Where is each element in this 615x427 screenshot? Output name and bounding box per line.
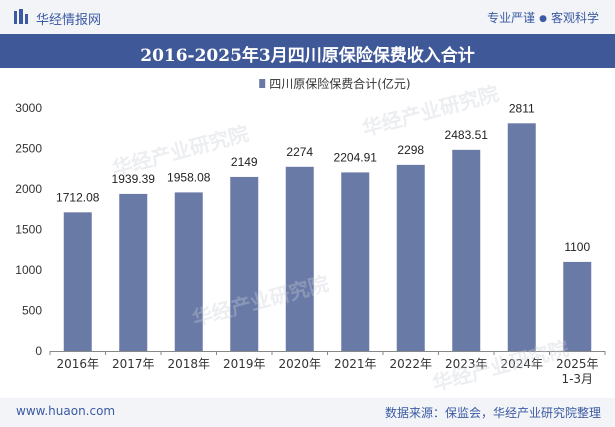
- bar: [174, 192, 203, 351]
- y-tick-label: 0: [35, 344, 42, 358]
- x-tick-label: 2022年: [389, 357, 432, 371]
- x-tick-label: 2018年: [167, 357, 210, 371]
- legend-label: 四川原保险保费合计(亿元): [269, 76, 410, 91]
- data-label: 2811: [509, 101, 535, 115]
- brand-logo-icon: [14, 9, 28, 24]
- bar: [563, 261, 592, 351]
- bar: [507, 123, 536, 352]
- tagline-left: 专业严谨: [487, 11, 536, 25]
- data-source: 数据来源：保监会，华经产业研究院整理: [384, 406, 601, 420]
- bar: [452, 149, 481, 351]
- bar: [341, 172, 370, 351]
- y-tick-label: 500: [22, 304, 42, 318]
- data-label: 2483.51: [445, 128, 489, 142]
- chart-title: 2016-2025年3月四川原保险保费收入合计: [140, 46, 475, 66]
- y-tick-label: 1000: [15, 263, 42, 277]
- y-tick-label: 2500: [15, 142, 42, 156]
- data-label: 1712.08: [56, 190, 100, 204]
- data-label: 1939.39: [112, 172, 156, 186]
- x-tick-label: 2019年: [223, 357, 266, 371]
- data-label: 2274: [286, 145, 313, 159]
- bullet-icon: ●: [539, 14, 547, 24]
- x-tick-label: 2025年: [556, 357, 599, 371]
- y-tick-label: 2000: [15, 182, 42, 196]
- top-header-bar: 华经情报网 专业严谨 ● 客观科学: [0, 0, 615, 34]
- data-label: 2298: [397, 143, 424, 157]
- y-tick-label: 1500: [15, 223, 42, 237]
- brand-name[interactable]: 华经情报网: [36, 13, 102, 28]
- x-tick-label: 2024年: [500, 357, 543, 371]
- bar: [63, 212, 92, 351]
- title-band: 2016-2025年3月四川原保险保费收入合计: [0, 34, 615, 68]
- bar: [119, 193, 148, 351]
- y-tick-label: 3000: [15, 101, 42, 115]
- tagline-right: 客观科学: [550, 11, 599, 25]
- footer-bar: www.huaon.com 数据来源：保监会，华经产业研究院整理: [0, 398, 615, 427]
- x-tick-label: 2017年: [112, 357, 155, 371]
- x-tick-label: 2021年: [334, 357, 377, 371]
- bar-chart: 四川原保险保费合计(亿元) 0 500 1000 1500 2000 2500 3000 171…: [15, 76, 606, 386]
- data-label: 1958.08: [167, 170, 211, 184]
- bar: [396, 164, 425, 351]
- bar: [230, 176, 259, 351]
- x-tick-label: 1-3月: [561, 372, 593, 386]
- bar: [285, 166, 314, 351]
- legend-swatch: [259, 79, 266, 88]
- data-label: 1100: [564, 240, 590, 254]
- tagline: 专业严谨 ● 客观科学: [487, 9, 599, 26]
- data-label: 2204.91: [334, 150, 378, 164]
- x-tick-label: 2020年: [278, 357, 321, 371]
- x-tick-label: 2016年: [56, 357, 99, 371]
- site-link[interactable]: www.huaon.com: [16, 404, 116, 418]
- data-label: 2149: [231, 155, 258, 169]
- x-tick-label: 2023年: [445, 357, 488, 371]
